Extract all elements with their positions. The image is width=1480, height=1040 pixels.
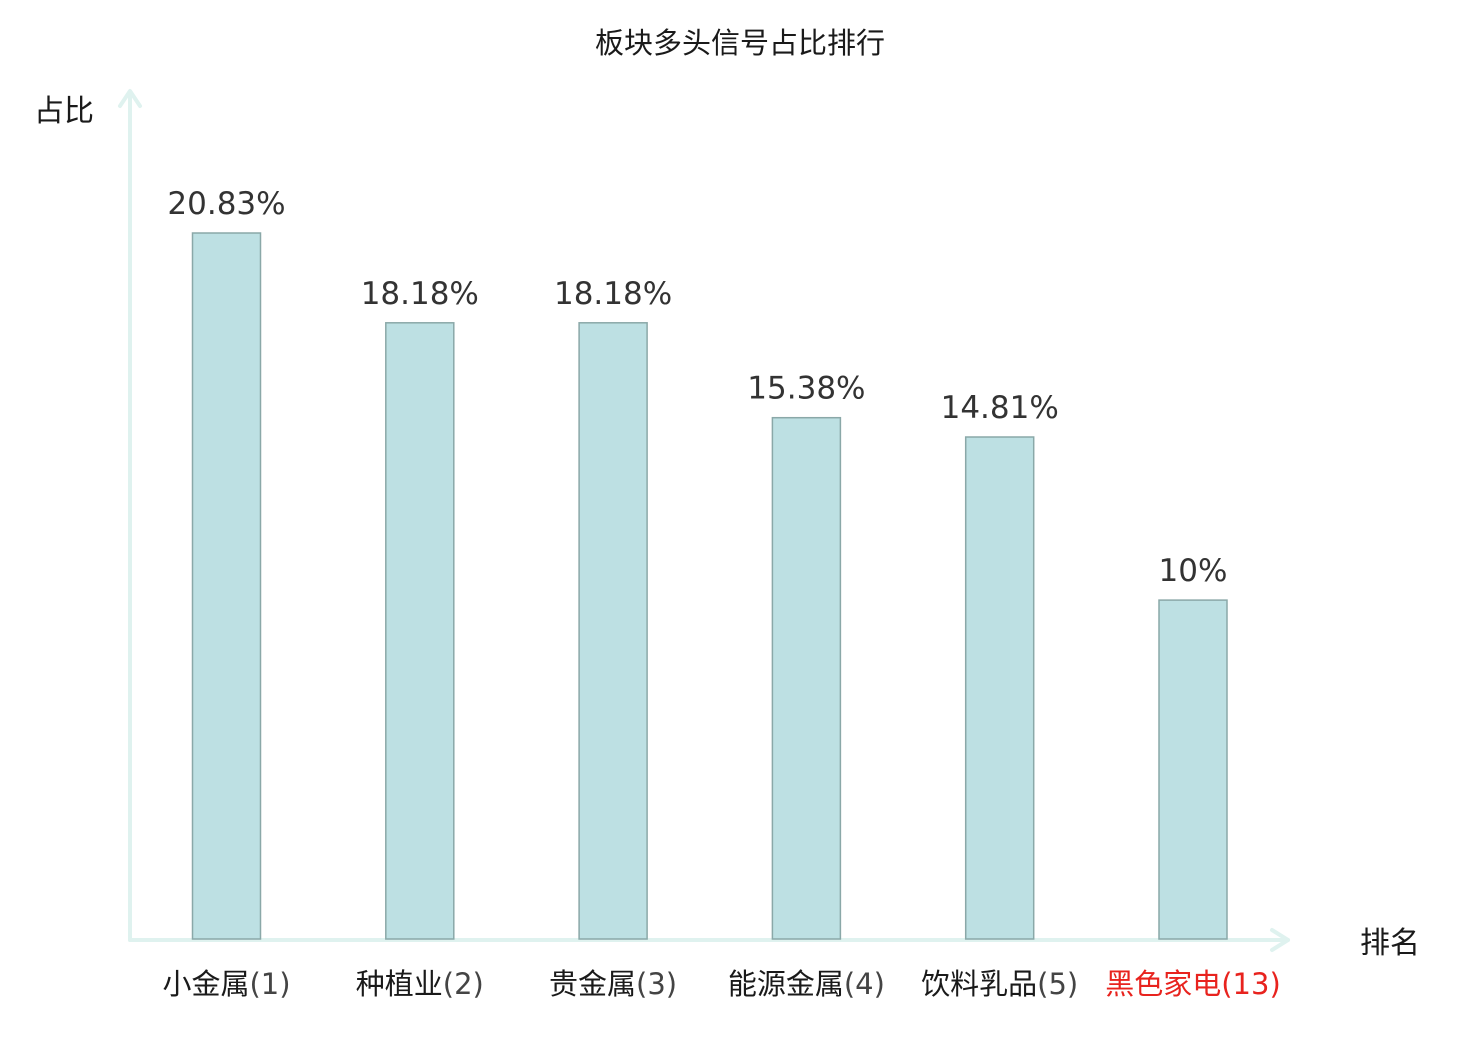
category-name: 黑色家电 bbox=[1105, 967, 1221, 1001]
category-rank: (3) bbox=[636, 967, 677, 1001]
category-name: 能源金属 bbox=[728, 967, 844, 1001]
bar-6 bbox=[1158, 599, 1228, 940]
value-label-1: 20.83% bbox=[167, 186, 285, 222]
category-rank: (5) bbox=[1037, 967, 1078, 1001]
bars-group bbox=[191, 232, 1228, 940]
category-label-5: 饮料乳品(5) bbox=[921, 967, 1078, 1001]
bar-2 bbox=[385, 322, 455, 940]
value-labels-group: 20.83% 18.18% 18.18% 15.38% 14.81% 10% bbox=[167, 186, 1227, 589]
bar-3 bbox=[578, 322, 648, 940]
bar-4 bbox=[771, 416, 842, 940]
category-label-3: 贵金属(3) bbox=[549, 967, 677, 1001]
y-axis-title: 占比 bbox=[34, 94, 94, 129]
x-axis-title: 排名 bbox=[1360, 926, 1420, 961]
x-axis-arrow bbox=[1270, 928, 1290, 952]
value-label-3: 18.18% bbox=[554, 276, 672, 312]
category-label-2: 种植业(2) bbox=[356, 967, 484, 1001]
category-labels-group: 小金属(1) 种植业(2) 贵金属(3) 能源金属(4) 饮料乳品(5) 黑色家电(13) bbox=[162, 967, 1280, 1001]
category-rank: (2) bbox=[443, 967, 484, 1001]
y-axis-arrow bbox=[118, 89, 142, 108]
value-label-4: 15.38% bbox=[747, 371, 865, 407]
bar-1 bbox=[191, 232, 262, 940]
category-label-4: 能源金属(4) bbox=[728, 967, 885, 1001]
category-name: 种植业 bbox=[356, 967, 443, 1001]
category-label-6: 黑色家电(13) bbox=[1105, 967, 1281, 1001]
value-label-5: 14.81% bbox=[941, 390, 1059, 426]
category-name: 小金属 bbox=[162, 967, 249, 1001]
category-rank: (1) bbox=[249, 967, 290, 1001]
value-label-6: 10% bbox=[1159, 553, 1228, 589]
category-label-1: 小金属(1) bbox=[162, 967, 290, 1001]
axes bbox=[118, 89, 1290, 952]
value-label-2: 18.18% bbox=[361, 276, 479, 312]
bar-5 bbox=[964, 436, 1035, 940]
chart-title: 板块多头信号占比排行 bbox=[595, 26, 885, 60]
category-name: 贵金属 bbox=[549, 967, 636, 1001]
category-rank: (13) bbox=[1221, 967, 1281, 1001]
category-rank: (4) bbox=[844, 967, 885, 1001]
category-name: 饮料乳品 bbox=[921, 967, 1037, 1001]
